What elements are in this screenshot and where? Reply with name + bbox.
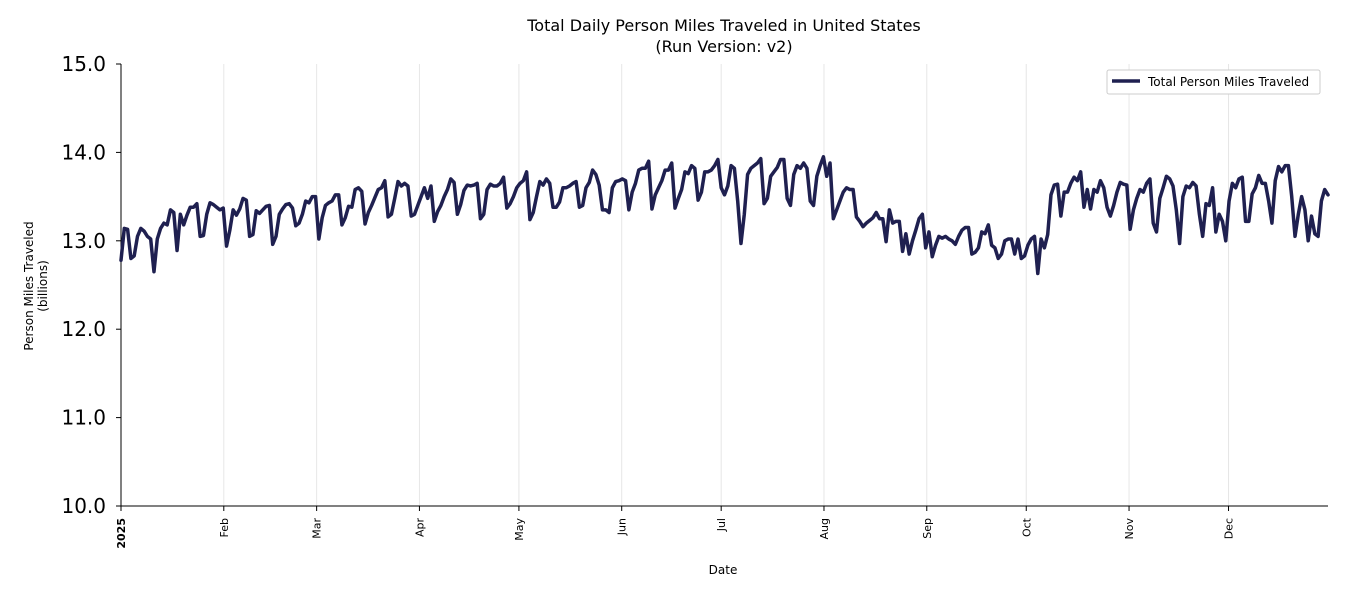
legend: Total Person Miles Traveled [1106,69,1321,95]
y-tick-label: 10.0 [61,494,106,518]
y-tick-label: 12.0 [61,317,106,341]
x-tick-label: Aug [818,518,831,539]
y-axis-label-line1: Person Miles Traveled [22,221,36,350]
y-ticks: 10.0 11.0 12.0 13.0 14.0 15.0 [61,52,121,518]
x-tick-label: Apr [413,518,426,538]
x-axis-label: Date [709,563,738,577]
y-tick-label: 13.0 [61,229,106,253]
x-tick-label: Feb [218,518,231,537]
x-tick-label: May [513,518,526,541]
x-tick-label: Nov [1123,518,1136,540]
x-tick-label: Jun [616,518,629,536]
chart-title: Total Daily Person Miles Traveled in Uni… [526,16,921,35]
y-tick-label: 11.0 [61,406,106,430]
x-ticks: 2025 Feb Mar Apr May Jun Jul Aug Sep Oct Nov Dec [115,506,1236,549]
legend-box [1106,69,1321,95]
legend-label: Total Person Miles Traveled [1147,75,1309,89]
x-tick-label: Sep [921,518,934,539]
y-axis-label-line2: (billions) [36,260,50,312]
chart-subtitle: (Run Version: v2) [655,37,792,56]
series-line-total-person-miles [119,155,1330,276]
x-tick-label: Jul [715,518,728,532]
y-tick-label: 14.0 [61,140,106,164]
y-tick-label: 15.0 [61,52,106,76]
x-tick-label: 2025 [115,518,128,549]
vertical-gridlines [223,64,1230,506]
x-tick-label: Dec [1223,518,1236,539]
x-tick-label: Mar [311,518,324,539]
x-tick-label: Oct [1020,517,1033,537]
